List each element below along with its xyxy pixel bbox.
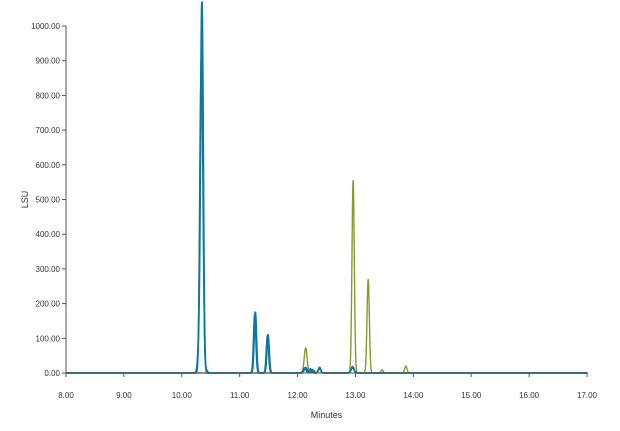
x-tick-label: 17.00 <box>577 391 598 400</box>
x-axis-title: Minutes <box>311 410 343 420</box>
x-tick-label: 8.00 <box>58 391 74 400</box>
series-line-3 <box>65 1 588 374</box>
y-tick-label: 500.00 <box>36 196 61 205</box>
y-tick-label: 900.00 <box>36 57 61 66</box>
y-tick-label: 300.00 <box>36 265 61 274</box>
y-tick-label: 800.00 <box>36 91 61 100</box>
y-tick-label: 600.00 <box>36 161 61 170</box>
x-axis-ticks: 8.00 9.00 10.00 11.00 12.00 13.00 14.00 15.00 16… <box>58 373 598 400</box>
y-tick-label: 1000.00 <box>31 22 60 31</box>
x-tick-label: 9.00 <box>116 391 132 400</box>
x-tick-label: 12.00 <box>288 391 309 400</box>
y-axis-title: LSU <box>20 191 30 209</box>
x-tick-label: 11.00 <box>230 391 250 400</box>
x-tick-label: 10.00 <box>172 391 193 400</box>
y-tick-label: 100.00 <box>36 334 61 343</box>
x-tick-label: 14.00 <box>403 391 424 400</box>
y-tick-label: 0.00 <box>44 369 60 378</box>
x-tick-label: 16.00 <box>519 391 540 400</box>
series-line-1 <box>65 179 588 374</box>
x-tick-label: 15.00 <box>461 391 482 400</box>
series-line-2 <box>65 60 588 374</box>
y-axis-ticks: 0.00 100.00 200.00 300.00 400.00 500.00 600.00… <box>31 22 66 378</box>
x-tick-label: 13.00 <box>345 391 366 400</box>
y-tick-label: 400.00 <box>36 230 61 239</box>
y-tick-label: 200.00 <box>36 300 61 309</box>
series-layer <box>65 1 588 374</box>
y-tick-label: 700.00 <box>36 126 61 135</box>
